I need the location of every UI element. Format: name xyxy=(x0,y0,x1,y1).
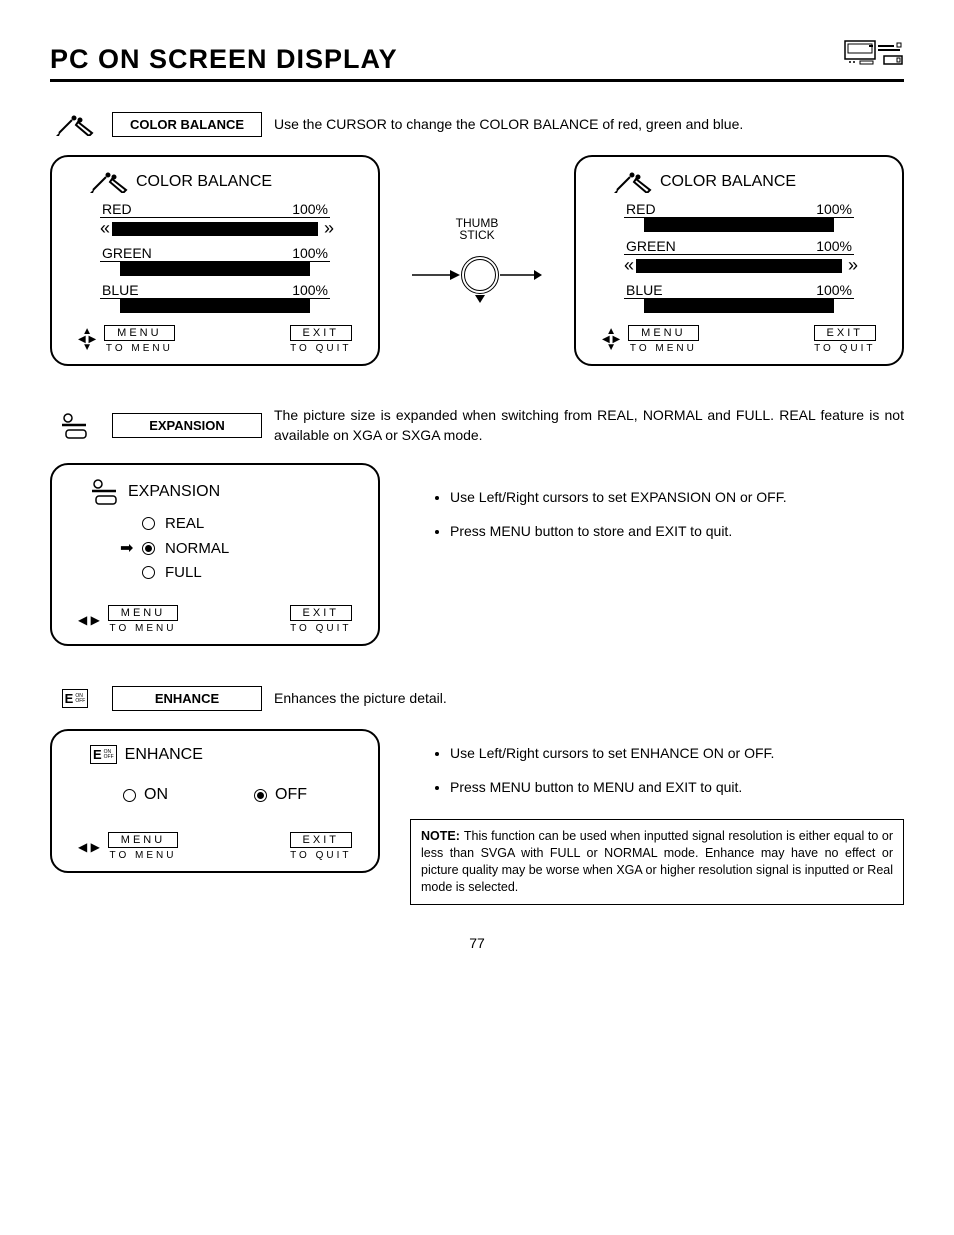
exit-button[interactable]: EXIT xyxy=(290,605,352,621)
exit-button[interactable]: EXIT xyxy=(290,325,352,341)
cb-bar-red: RED100% xyxy=(624,201,854,232)
radio-icon xyxy=(254,789,267,802)
enh-panel-title: EONOFF ENHANCE xyxy=(90,745,360,764)
menu-button[interactable]: MENU xyxy=(108,605,178,621)
exit-button[interactable]: EXIT xyxy=(290,832,352,848)
page-number: 77 xyxy=(50,935,904,951)
exp-option-real[interactable]: REAL xyxy=(120,515,360,532)
expansion-label: EXPANSION xyxy=(112,413,262,438)
exit-button[interactable]: EXIT xyxy=(814,325,876,341)
color-balance-desc: Use the CURSOR to change the COLOR BALAN… xyxy=(274,115,904,135)
nav-lr-icon: ◀ ▶ xyxy=(78,840,100,854)
enhance-panel: EONOFF ENHANCE ON OFF ◀ ▶ MENUTO MENU EX… xyxy=(50,729,380,873)
list-item: Press MENU button to store and EXIT to q… xyxy=(450,517,904,545)
title-text: PC ON SCREEN DISPLAY xyxy=(50,44,398,75)
expansion-section: EXPANSION REAL ➡NORMAL FULL ◀ ▶ MENUTO M… xyxy=(50,463,904,646)
enhance-bullets: Use Left/Right cursors to set ENHANCE ON… xyxy=(410,739,904,801)
thumb-stick: THUMBSTICK xyxy=(390,217,564,305)
exp-title-text: EXPANSION xyxy=(128,483,220,501)
exp-panel-title: EXPANSION xyxy=(90,479,360,505)
cb-bar-blue: BLUE100% xyxy=(624,282,854,313)
enhance-section: EONOFF ENHANCE ON OFF ◀ ▶ MENUTO MENU EX… xyxy=(50,729,904,905)
enhance-desc: Enhances the picture detail. xyxy=(274,689,904,709)
cb-bar-red: RED100% «» xyxy=(100,201,330,239)
cb-bar-green: GREEN100% xyxy=(100,245,330,276)
monitor-icon xyxy=(844,40,904,73)
note-text: This function can be used when inputted … xyxy=(421,829,893,894)
list-item: Use Left/Right cursors to set EXPANSION … xyxy=(450,483,904,511)
expansion-head: EXPANSION The picture size is expanded w… xyxy=(50,406,904,445)
expansion-panel: EXPANSION REAL ➡NORMAL FULL ◀ ▶ MENUTO M… xyxy=(50,463,380,646)
exp-option-full[interactable]: FULL xyxy=(120,564,360,581)
enhance-head: EONOFF ENHANCE Enhances the picture deta… xyxy=(50,686,904,711)
cb-title-text: COLOR BALANCE xyxy=(136,173,272,191)
color-balance-head: COLOR BALANCE Use the CURSOR to change t… xyxy=(50,112,904,137)
nav-lr-icon: ◀ ▶ xyxy=(78,613,100,627)
pointer-arrow-icon: ➡ xyxy=(120,538,136,558)
menu-button[interactable]: MENU xyxy=(104,325,174,341)
enh-option-on[interactable]: ON xyxy=(123,786,168,804)
enhance-note: NOTE:This function can be used when inpu… xyxy=(410,819,904,905)
cb-bar-green: GREEN100% «» xyxy=(624,238,854,276)
cb-bar-blue: BLUE100% xyxy=(100,282,330,313)
cb-panel-title: COLOR BALANCE xyxy=(614,171,884,193)
radio-icon xyxy=(123,789,136,802)
list-item: Use Left/Right cursors to set ENHANCE ON… xyxy=(450,739,904,767)
enhance-icon: EONOFF xyxy=(50,689,100,708)
radio-icon xyxy=(142,542,155,555)
radio-icon xyxy=(142,517,155,530)
expansion-bullets: Use Left/Right cursors to set EXPANSION … xyxy=(410,483,904,545)
exp-option-normal[interactable]: ➡NORMAL xyxy=(120,538,360,558)
expansion-icon xyxy=(50,413,100,439)
chevron-right-icon: » xyxy=(848,255,854,276)
list-item: Press MENU button to MENU and EXIT to qu… xyxy=(450,773,904,801)
color-balance-label: COLOR BALANCE xyxy=(112,112,262,137)
nav-dpad-icon: ▲◀ ▶▼ xyxy=(78,328,96,352)
cb-panel-left: COLOR BALANCE RED100% «» GREEN100% BLUE1… xyxy=(50,155,380,366)
menu-button[interactable]: MENU xyxy=(628,325,698,341)
color-balance-panels: COLOR BALANCE RED100% « » GREEN100% BLUE1… xyxy=(50,155,904,366)
cb-panel-title: COLOR BALANCE xyxy=(90,171,360,193)
cb-panel-right: COLOR BALANCE RED100% GREEN100% «» BLUE1… xyxy=(574,155,904,366)
enh-option-off[interactable]: OFF xyxy=(254,786,307,804)
radio-icon xyxy=(142,566,155,579)
chevron-left-icon: « xyxy=(100,218,106,239)
note-label: NOTE: xyxy=(421,829,464,843)
cb-title-text: COLOR BALANCE xyxy=(660,173,796,191)
enh-title-text: ENHANCE xyxy=(125,746,203,764)
color-balance-icon xyxy=(50,114,100,136)
nav-dpad-icon: ▲◀ ▶▼ xyxy=(602,328,620,352)
page-title: PC ON SCREEN DISPLAY xyxy=(50,40,904,82)
chevron-right-icon: » xyxy=(324,218,330,239)
chevron-left-icon: « xyxy=(624,255,630,276)
menu-button[interactable]: MENU xyxy=(108,832,178,848)
enhance-label: ENHANCE xyxy=(112,686,262,711)
expansion-desc: The picture size is expanded when switch… xyxy=(274,406,904,445)
